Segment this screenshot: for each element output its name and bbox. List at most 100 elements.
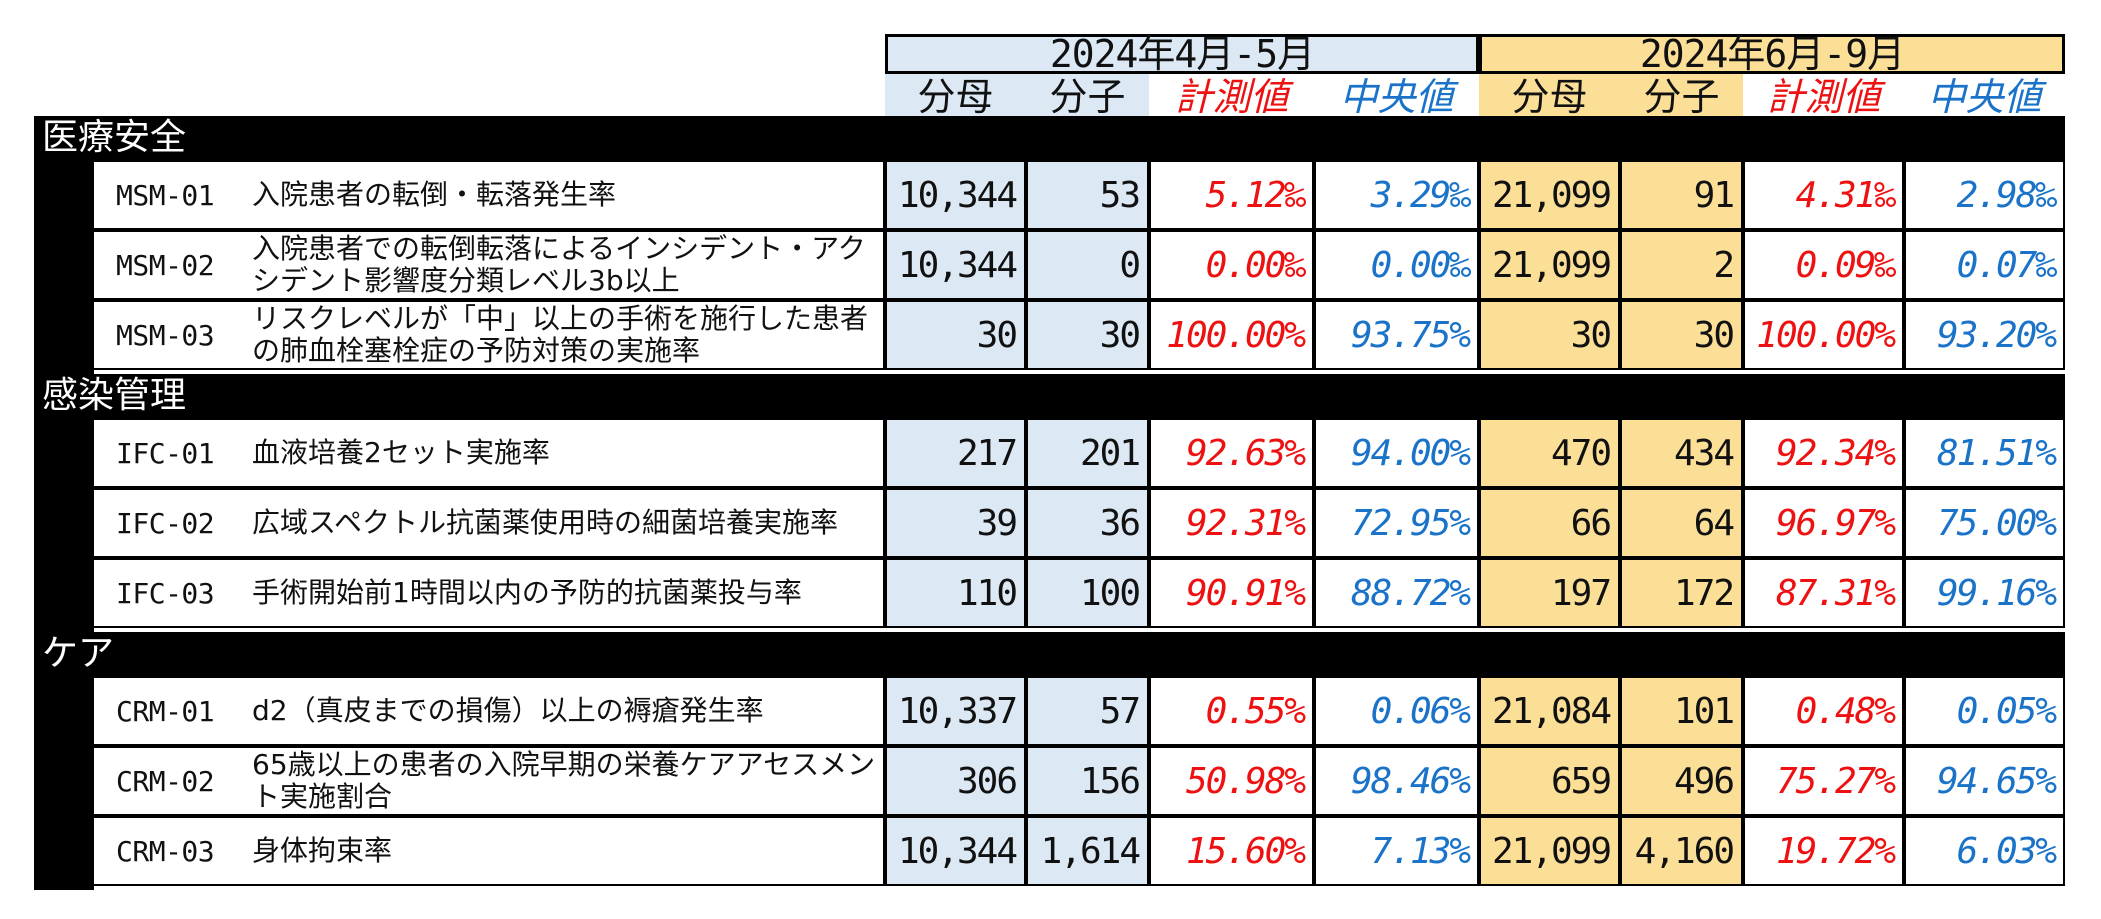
indicator-name: d2（真皮までの損傷）以上の褥瘡発生率	[252, 694, 764, 727]
p1-median-value: 94.00%	[1314, 418, 1479, 488]
indicator-name: リスクレベルが「中」以上の手術を施行した患者の肺血栓塞栓症の予防対策の実施率	[252, 302, 869, 367]
p2-denominator-value: 470	[1479, 418, 1620, 488]
indicator-code: MSM-03	[116, 318, 215, 352]
indicator-cell: CRM-01 d2（真皮までの損傷）以上の褥瘡発生率	[94, 676, 885, 746]
indicator-cell: IFC-02 広域スペクトル抗菌薬使用時の細菌培養実施率	[94, 488, 885, 558]
category-header-safety: 医療安全	[34, 116, 2065, 160]
p1-measured-value: 50.98%	[1149, 746, 1314, 816]
indicator-code: CRM-03	[116, 834, 215, 868]
p2-denominator-value: 659	[1479, 746, 1620, 816]
p1-median-value: 88.72%	[1314, 558, 1479, 628]
p2-numerator-value: 30	[1620, 300, 1743, 370]
p2-measured-value: 4.31‰	[1743, 160, 1904, 230]
p2-median-value: 99.16%	[1904, 558, 2065, 628]
p2-denominator-value: 21,099	[1479, 230, 1620, 300]
p2-numerator-value: 91	[1620, 160, 1743, 230]
p1-numerator-value: 201	[1026, 418, 1149, 488]
indicator-cell: MSM-03 リスクレベルが「中」以上の手術を施行した患者の肺血栓塞栓症の予防対策…	[94, 300, 885, 370]
p2-median-value: 93.20%	[1904, 300, 2065, 370]
p2-numerator-value: 496	[1620, 746, 1743, 816]
p2-denominator-value: 197	[1479, 558, 1620, 628]
indicator-code: CRM-01	[116, 694, 215, 728]
p1-numerator-value: 53	[1026, 160, 1149, 230]
p2-median-value: 2.98‰	[1904, 160, 2065, 230]
indicator-name: 身体拘束率	[252, 834, 393, 867]
indicator-code: MSM-02	[116, 248, 215, 282]
p1-measured-value: 0.00‰	[1149, 230, 1314, 300]
table-row: IFC-03 手術開始前1時間以内の予防的抗菌薬投与率 110 100 90.91% 88…	[94, 558, 2065, 628]
p1-denominator-value: 110	[885, 558, 1026, 628]
p2-measured-value: 92.34%	[1743, 418, 1904, 488]
p2-numerator-value: 2	[1620, 230, 1743, 300]
indicator-name: 入院患者での転倒転落によるインシデント・アクシデント影響度分類レベル3b以上	[252, 232, 866, 297]
indicator-code: IFC-02	[116, 506, 215, 540]
indicator-cell: MSM-02 入院患者での転倒転落によるインシデント・アクシデント影響度分類レベル…	[94, 230, 885, 300]
p2-numerator-value: 434	[1620, 418, 1743, 488]
p1-numerator-value: 0	[1026, 230, 1149, 300]
p1-denominator-value: 217	[885, 418, 1026, 488]
p1-denominator-value: 30	[885, 300, 1026, 370]
left-category-bar	[34, 116, 94, 890]
p1-numerator-value: 156	[1026, 746, 1149, 816]
p1-measured-value: 15.60%	[1149, 816, 1314, 886]
indicator-name: 手術開始前1時間以内の予防的抗菌薬投与率	[252, 576, 802, 609]
p2-numerator-value: 101	[1620, 676, 1743, 746]
table-row: IFC-02 広域スペクトル抗菌薬使用時の細菌培養実施率 39 36 92.31% 72.…	[94, 488, 2065, 558]
p2-numerator-value: 64	[1620, 488, 1743, 558]
table-row: MSM-01 入院患者の転倒・転落発生率 10,344 53 5.12‰ 3.29‰ 21,…	[94, 160, 2065, 230]
indicator-cell: MSM-01 入院患者の転倒・転落発生率	[94, 160, 885, 230]
p2-measured-value: 0.09‰	[1743, 230, 1904, 300]
p2-denominator-value: 66	[1479, 488, 1620, 558]
p2-measured-value: 100.00%	[1743, 300, 1904, 370]
p1-numerator-value: 1,614	[1026, 816, 1149, 886]
indicator-code: CRM-02	[116, 764, 215, 798]
table-row: CRM-01 d2（真皮までの損傷）以上の褥瘡発生率 10,337 57 0.55% 0.…	[94, 676, 2065, 746]
col-numerator-p2: 分子	[1620, 74, 1743, 116]
p1-denominator-value: 10,344	[885, 160, 1026, 230]
indicator-name: 65歳以上の患者の入院早期の栄養ケアアセスメント実施割合	[252, 748, 876, 813]
p1-denominator-value: 10,337	[885, 676, 1026, 746]
col-median-p2: 中央値	[1927, 75, 2042, 119]
p1-median-value: 98.46%	[1314, 746, 1479, 816]
indicator-cell: CRM-02 65歳以上の患者の入院早期の栄養ケアアセスメント実施割合	[94, 746, 885, 816]
p1-median-value: 72.95%	[1314, 488, 1479, 558]
p2-denominator-value: 21,099	[1479, 160, 1620, 230]
table-row: CRM-03 身体拘束率 10,344 1,614 15.60% 7.13% 21,099 4…	[94, 816, 2065, 886]
p1-denominator-value: 39	[885, 488, 1026, 558]
p1-median-value: 3.29‰	[1314, 160, 1479, 230]
p1-median-value: 0.00‰	[1314, 230, 1479, 300]
indicator-code: IFC-01	[116, 436, 215, 470]
p1-denominator-value: 10,344	[885, 816, 1026, 886]
p1-denominator-value: 306	[885, 746, 1026, 816]
col-denominator-p1: 分母	[885, 74, 1026, 116]
p2-median-value: 94.65%	[1904, 746, 2065, 816]
quality-indicator-table: 2024年4月-5月 2024年6月-9月 分母 分子 計測値 中央値 分母 分…	[34, 34, 2065, 890]
p1-numerator-value: 36	[1026, 488, 1149, 558]
p2-measured-value: 96.97%	[1743, 488, 1904, 558]
col-median-p1: 中央値	[1339, 75, 1454, 119]
p1-denominator-value: 10,344	[885, 230, 1026, 300]
indicator-cell: IFC-01 血液培養2セット実施率	[94, 418, 885, 488]
p2-measured-value: 75.27%	[1743, 746, 1904, 816]
p2-median-value: 0.05%	[1904, 676, 2065, 746]
p2-median-value: 6.03%	[1904, 816, 2065, 886]
col-denominator-p2: 分母	[1479, 74, 1620, 116]
p1-measured-value: 92.31%	[1149, 488, 1314, 558]
table-row: CRM-02 65歳以上の患者の入院早期の栄養ケアアセスメント実施割合 306 156…	[94, 746, 2065, 816]
indicator-cell: CRM-03 身体拘束率	[94, 816, 885, 886]
p1-measured-value: 100.00%	[1149, 300, 1314, 370]
period-header-apr-may: 2024年4月-5月	[885, 34, 1479, 74]
indicator-name: 入院患者の転倒・転落発生率	[252, 178, 617, 211]
p1-measured-value: 0.55%	[1149, 676, 1314, 746]
p2-numerator-value: 172	[1620, 558, 1743, 628]
table-row: MSM-03 リスクレベルが「中」以上の手術を施行した患者の肺血栓塞栓症の予防対策…	[94, 300, 2065, 370]
p1-numerator-value: 100	[1026, 558, 1149, 628]
p1-numerator-value: 57	[1026, 676, 1149, 746]
p1-measured-value: 5.12‰	[1149, 160, 1314, 230]
period-header-jun-sep: 2024年6月-9月	[1479, 34, 2065, 74]
p2-median-value: 0.07‰	[1904, 230, 2065, 300]
p1-numerator-value: 30	[1026, 300, 1149, 370]
p2-denominator-value: 21,099	[1479, 816, 1620, 886]
p2-denominator-value: 30	[1479, 300, 1620, 370]
p2-numerator-value: 4,160	[1620, 816, 1743, 886]
